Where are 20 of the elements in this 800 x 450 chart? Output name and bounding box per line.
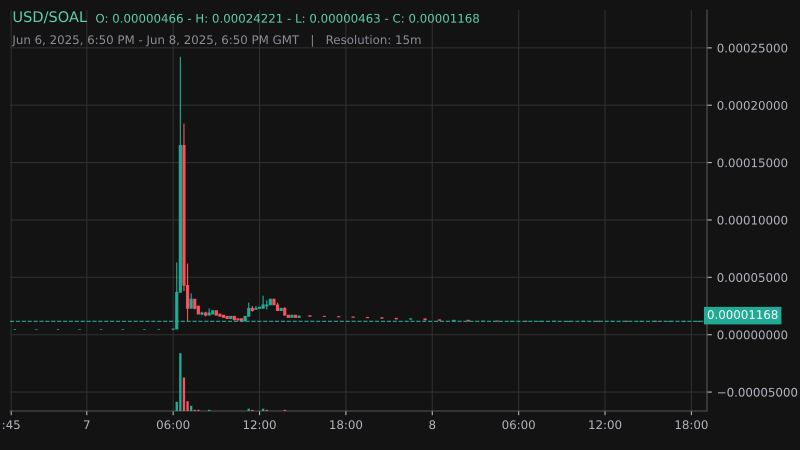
y-tick-label: 0.00005000	[718, 273, 788, 282]
y-tick-label: 0.00000000	[718, 330, 788, 340]
x-tick-label: 06:00	[156, 420, 190, 430]
y-tick-label: 0.00020000	[718, 100, 788, 110]
x-tick-label: 12:00	[244, 420, 276, 430]
text: Jun 6, 2025, 6:50 PM - Jun 8, 2025, 6:50 PM GMT | Resolution: 15m	[12, 34, 421, 47]
annotation: O: 0.00000466 - H: 0.00024221 - L: 0.00000463 - C: 0.00001168	[96, 14, 479, 23]
x-tick-label: 18:00	[330, 420, 362, 430]
y-tick-label: 0.00025000	[718, 44, 788, 53]
x-tick-label: 12:00	[589, 420, 622, 430]
x-tick-label: 18:00	[676, 420, 708, 430]
y-tick-label: −0.00005000	[718, 388, 798, 397]
x-tick-label: 06:00	[502, 420, 535, 430]
x-tick-label: 7	[84, 420, 90, 429]
ref-line-label: 0.00001168	[708, 310, 778, 320]
y-tick-label: 0.00015000	[718, 158, 788, 168]
x-tick-label: :45	[3, 420, 20, 430]
chart-title: USD/SOAL	[14, 11, 87, 24]
y-tick-label: 0.00010000	[718, 216, 788, 225]
x-tick-label: 8	[429, 420, 436, 430]
